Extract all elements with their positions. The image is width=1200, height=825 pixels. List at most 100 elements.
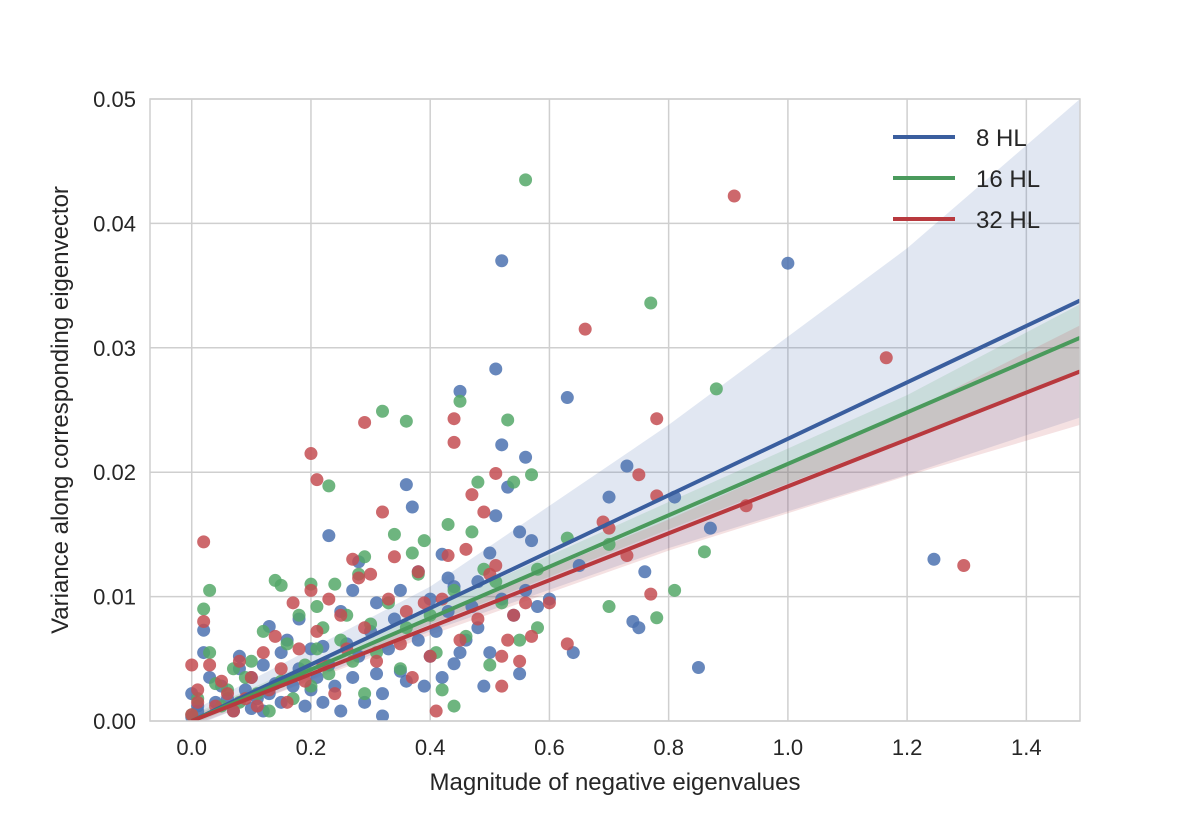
data-point [435,670,449,684]
x-axis-label: Magnitude of negative eigenvalues [430,769,801,796]
data-point [387,550,401,564]
data-point [387,527,401,541]
data-point [703,521,717,535]
data-point [292,608,306,622]
data-point [513,633,527,647]
data-point [328,577,342,591]
data-point [292,642,306,656]
data-point [417,679,431,693]
data-point [358,415,372,429]
data-point [489,466,503,480]
data-point [691,661,705,675]
data-point [411,633,425,647]
data-point [781,256,795,270]
data-point [495,679,509,693]
data-point [203,658,217,672]
data-point [381,592,395,606]
data-point [435,683,449,697]
data-point [957,559,971,572]
data-point [310,600,324,614]
data-point [513,525,527,539]
data-point [250,699,264,713]
data-point [489,362,503,376]
data-point [322,479,336,493]
y-tick-label: 0.04 [93,211,136,236]
data-point [376,505,389,519]
data-point [256,658,270,672]
data-point [328,687,342,701]
data-point [203,646,217,660]
data-point [191,683,205,697]
data-point [471,612,485,626]
data-point [304,583,318,597]
data-point [477,505,491,519]
data-point [447,435,461,449]
data-point [650,412,664,426]
y-axis-ticks: 0.00 0.01 0.02 0.03 0.04 0.05 [93,87,136,734]
data-point [310,624,324,638]
data-point [644,587,658,601]
data-point [459,542,473,556]
confidence-band-8-hl [191,99,1080,721]
data-point [185,658,199,672]
data-point [489,559,503,572]
data-point [256,624,270,638]
data-point [215,674,229,688]
data-point [310,473,324,487]
y-tick-label: 0.00 [93,709,136,734]
data-point [417,534,431,548]
data-point [525,468,539,482]
data-point [632,621,646,635]
data-point [668,583,682,597]
data-point [519,450,533,464]
data-point [346,552,360,566]
fit-line-16-hl [190,336,1080,721]
data-point [447,699,461,713]
data-point [453,394,467,408]
data-point [465,525,479,539]
data-point [525,534,539,548]
data-point [447,657,461,671]
data-point [346,670,360,684]
data-point [364,567,378,581]
legend-label: 32 HL [976,207,1040,234]
data-point [370,596,384,610]
data-point [519,596,533,610]
data-point [262,704,276,718]
data-point [197,614,211,628]
data-point [560,637,574,651]
data-point [927,552,941,566]
data-point [429,704,443,718]
data-point [525,629,539,643]
data-point [602,600,616,614]
data-point [489,509,503,523]
data-point [453,384,467,398]
data-point [447,412,461,426]
data-point [560,391,574,405]
data-point [501,413,515,427]
data-point [310,642,324,656]
data-point [352,571,366,585]
plot-frame [149,98,1081,722]
data-point [501,633,515,647]
data-point [376,687,389,701]
y-tick-label: 0.05 [93,87,136,112]
data-point [256,646,270,660]
data-point [519,173,533,187]
data-point [644,296,658,310]
legend-label: 8 HL [976,125,1027,152]
data-point [197,602,211,616]
data-point [453,633,467,647]
data-point [322,529,336,543]
data-point [334,608,348,622]
data-point [405,670,419,684]
data-point [507,608,521,622]
data-point [477,679,491,693]
data-point [370,667,384,681]
data-point [620,459,634,473]
data-point [531,600,544,614]
data-point [358,621,372,635]
data-point [399,605,413,619]
x-tick-label: 0.0 [176,735,207,760]
data-point [286,596,300,610]
